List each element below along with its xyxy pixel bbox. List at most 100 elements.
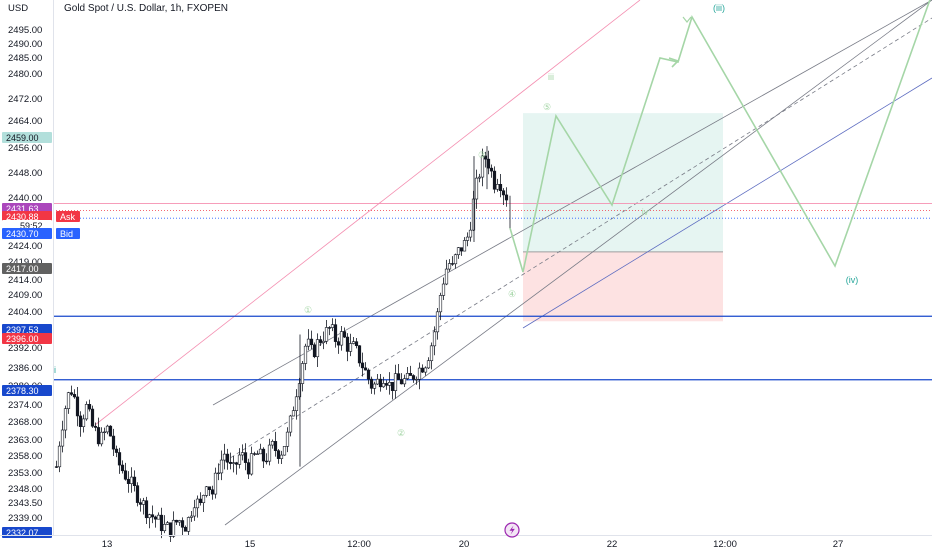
candle	[465, 232, 470, 247]
candle	[504, 187, 509, 207]
x-tick-label: 13	[102, 539, 113, 550]
pink-trendline[interactable]	[94, 0, 641, 426]
candle	[429, 342, 434, 370]
candle	[210, 485, 215, 500]
wave-projection-path[interactable]	[509, 0, 932, 273]
candle	[102, 427, 107, 441]
candle	[414, 376, 419, 385]
candle	[342, 327, 347, 338]
candle	[231, 455, 236, 473]
y-tick-label: 2404.00	[8, 307, 42, 318]
candle	[378, 374, 383, 392]
price-tag-stop: 2396.00	[2, 333, 52, 344]
y-tick-label: 2386.00	[8, 363, 42, 374]
event-marker-icon[interactable]	[504, 522, 520, 538]
candle	[453, 253, 458, 269]
x-tick-label: 27	[833, 539, 844, 550]
candle	[93, 422, 98, 432]
horizontal-levels[interactable]	[53, 203, 932, 381]
candle	[63, 405, 68, 439]
candle	[264, 453, 269, 465]
x-tick-label: 20	[459, 539, 470, 550]
candle	[462, 237, 467, 252]
candle	[234, 461, 239, 475]
svg-text:2332.07: 2332.07	[6, 528, 39, 538]
candle	[159, 507, 164, 539]
candle	[294, 389, 299, 420]
candle	[438, 292, 443, 321]
y-tick-label: 2374.00	[8, 400, 42, 411]
candle	[240, 444, 245, 461]
candle	[282, 446, 287, 456]
candle	[69, 385, 74, 397]
candle	[150, 505, 155, 524]
candle	[291, 406, 296, 417]
candle	[309, 330, 314, 350]
price-tag-profit: 2459.00	[2, 132, 52, 143]
x-axis-ticks[interactable]: 13 15 12:00 20 22 12:00 27	[102, 539, 844, 550]
candle	[252, 451, 257, 456]
projection-arrow	[682, 16, 692, 23]
candle	[132, 470, 137, 492]
candle	[162, 515, 167, 534]
y-tick-label: 2485.00	[8, 53, 42, 64]
y-tick-label: 2343.50	[8, 498, 42, 509]
candle	[273, 431, 278, 457]
y-tick-label: 2368.00	[8, 417, 42, 428]
candle	[441, 277, 446, 300]
candle	[135, 482, 140, 507]
price-tag-bid: 2430.70 Bid	[2, 228, 80, 239]
wave-label: ⑤	[543, 102, 551, 112]
candle	[318, 335, 323, 346]
candle	[477, 173, 482, 183]
projection-path[interactable]	[509, 0, 932, 273]
candle	[108, 425, 113, 437]
y-tick-label: 2472.00	[8, 94, 42, 105]
candle	[369, 376, 374, 394]
candle	[171, 511, 176, 538]
candle	[372, 381, 377, 395]
candlestick-series	[54, 146, 511, 543]
candle	[333, 318, 338, 348]
svg-text:2430.88: 2430.88	[6, 212, 39, 222]
parallel-trendline[interactable]	[522, 77, 932, 329]
svg-text:2431.63: 2431.63	[6, 204, 39, 214]
channel-median[interactable]	[218, 17, 932, 466]
candle	[189, 511, 194, 522]
candle	[423, 366, 428, 376]
wave-label: ②	[397, 428, 405, 438]
x-tick-label: 15	[245, 539, 256, 550]
candle	[297, 377, 302, 400]
candle	[165, 520, 170, 525]
candle	[471, 190, 476, 232]
candle	[54, 460, 59, 469]
channel-lower[interactable]	[224, 0, 932, 526]
candle	[288, 414, 293, 437]
svg-text:2459.00: 2459.00	[6, 133, 39, 143]
candle	[360, 352, 365, 377]
candle	[285, 427, 290, 453]
candle	[393, 364, 398, 399]
position-loss-zone[interactable]	[523, 251, 723, 322]
channel-upper[interactable]	[212, 0, 932, 406]
trend-channels[interactable]	[94, 0, 932, 526]
y-tick-label: 2392.00	[8, 343, 42, 354]
candle	[255, 450, 260, 455]
candle	[96, 417, 101, 447]
y-tick-label: 2414.00	[8, 275, 42, 286]
candle	[207, 486, 212, 497]
candle	[144, 496, 149, 524]
y-tick-label: 2339.00	[8, 513, 42, 524]
candle	[501, 188, 506, 205]
candle	[228, 452, 233, 470]
candle	[180, 517, 185, 536]
candle	[117, 447, 122, 474]
wave-label: ③	[478, 150, 486, 160]
candle	[267, 438, 272, 466]
candle	[498, 173, 503, 198]
candle	[381, 376, 386, 388]
candle	[57, 441, 62, 473]
candle	[303, 343, 308, 371]
svg-text:59:52: 59:52	[20, 221, 43, 231]
